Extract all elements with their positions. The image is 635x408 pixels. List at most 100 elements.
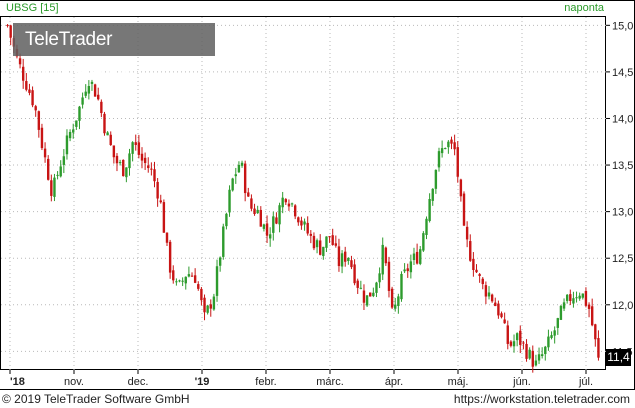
x-tick-label: nov. — [64, 376, 84, 388]
source-url[interactable]: https://workstation.teletrader.com — [453, 392, 630, 406]
candle-body — [562, 302, 566, 309]
candle-body — [422, 233, 425, 251]
candle-body — [106, 132, 109, 136]
candle-body — [390, 288, 394, 308]
candle-body — [162, 202, 166, 233]
candle-body — [250, 198, 253, 209]
candle-body — [497, 303, 500, 316]
candle-body — [594, 324, 597, 340]
candle-body — [506, 325, 509, 344]
candle-body — [544, 346, 547, 355]
candle-body — [21, 66, 25, 81]
symbol-label[interactable]: UBSG [15] — [6, 2, 59, 14]
candle-body — [43, 148, 47, 158]
candle-body — [315, 240, 319, 248]
candle-body — [490, 294, 494, 302]
candle-body — [509, 341, 513, 346]
candle-body — [109, 134, 112, 146]
candle-body — [337, 246, 341, 267]
watermark-light: TeleTrader — [25, 29, 113, 50]
candle-body — [484, 285, 488, 297]
candle-body — [281, 197, 284, 208]
candle-body — [334, 243, 338, 246]
candle-body — [228, 189, 231, 213]
candle-body — [278, 205, 281, 225]
candle-body — [375, 282, 378, 293]
candle-body — [237, 164, 241, 173]
candle-body — [494, 302, 497, 307]
candle-body — [115, 155, 119, 164]
candle-body — [75, 120, 78, 127]
candle-body — [206, 305, 209, 313]
interval-label[interactable]: naponta — [564, 2, 604, 14]
candle-body — [50, 180, 53, 196]
y-tick-label: 14,5 — [612, 67, 633, 79]
candle-body — [31, 90, 34, 106]
candle-body — [18, 58, 22, 65]
candle-body — [303, 221, 306, 225]
candle-body — [243, 163, 247, 194]
x-tick-label: júl. — [578, 376, 593, 388]
candle-body — [340, 253, 344, 267]
candle-body — [397, 296, 400, 307]
candle-body — [578, 295, 581, 299]
candle-body — [331, 235, 334, 245]
candle-body — [40, 127, 44, 149]
last-price-badge: 11,4 — [606, 349, 631, 366]
candle-body — [584, 290, 588, 306]
x-tick-label: márc. — [316, 376, 344, 388]
candle-body — [247, 192, 250, 197]
x-tick-label: jún. — [512, 376, 531, 388]
candle-body — [187, 274, 191, 277]
candle-body — [447, 141, 450, 148]
candle-body — [165, 232, 169, 243]
candle-body — [172, 270, 175, 281]
candle-body — [387, 261, 391, 291]
candle-body — [275, 217, 278, 224]
x-tick-label: febr. — [255, 376, 276, 388]
candle-body — [437, 151, 441, 168]
candle-body — [547, 336, 550, 348]
candle-body — [309, 233, 313, 236]
candle-body — [512, 341, 516, 347]
candle-body — [140, 153, 144, 161]
candle-body — [515, 333, 519, 341]
candle-body — [312, 235, 316, 249]
candle-body — [90, 81, 94, 84]
candle-body — [400, 273, 403, 300]
candle-body — [425, 218, 428, 235]
candle-body — [178, 280, 181, 282]
candle-body — [125, 167, 128, 178]
candle-body — [559, 305, 563, 320]
candle-body — [372, 292, 375, 297]
candle-body — [440, 148, 444, 154]
candle-body — [419, 249, 422, 264]
candle-body — [384, 247, 388, 264]
y-tick-label: 13,5 — [612, 160, 633, 172]
candle-body — [100, 101, 103, 114]
candle-body — [406, 268, 409, 272]
candle-body — [234, 174, 237, 177]
candle-body — [519, 330, 522, 345]
candle-body — [128, 153, 131, 169]
candle-body — [453, 142, 456, 150]
candle-body — [59, 166, 62, 177]
candle-body — [147, 165, 150, 169]
y-tick-label: 13,0 — [612, 207, 633, 219]
candle-body — [475, 269, 478, 273]
candle-body — [97, 94, 100, 100]
candle-body — [459, 179, 463, 197]
candle-body — [472, 258, 475, 270]
candle-body — [287, 203, 291, 207]
candle-body — [297, 217, 300, 223]
candle-body — [556, 318, 559, 328]
candle-body — [347, 257, 350, 262]
candle-body — [272, 216, 275, 233]
candle-body — [6, 24, 9, 26]
candle-body — [265, 223, 269, 236]
candle-body — [256, 209, 259, 214]
candle-body — [434, 169, 438, 189]
candle-body — [322, 246, 325, 257]
